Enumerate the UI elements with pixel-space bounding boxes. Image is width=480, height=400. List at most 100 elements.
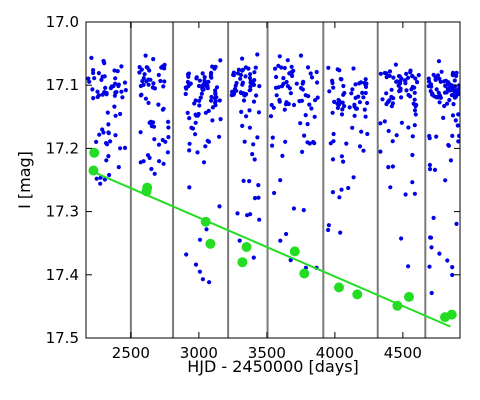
photometry-point [330, 157, 336, 162]
photometry-point [214, 85, 220, 90]
photometry-point [326, 227, 331, 233]
photometry-point [443, 83, 448, 88]
minimum-point [446, 309, 457, 320]
photometry-point [447, 97, 452, 103]
photometry-point [157, 159, 162, 164]
trend-line-group [89, 169, 451, 328]
photometry-point [378, 149, 383, 154]
photometry-point [143, 53, 148, 58]
photometry-point [243, 65, 248, 70]
photometry-point [408, 68, 413, 73]
minimum-point [404, 291, 414, 302]
y-tick-label: 17.5 [46, 329, 79, 347]
photometry-point [363, 77, 368, 82]
photometry-point [217, 98, 222, 103]
photometry-point [112, 68, 117, 73]
photometry-point [455, 123, 460, 128]
photometry-point [394, 133, 399, 138]
photometry-point [201, 87, 206, 92]
photometry-point [352, 113, 357, 118]
photometry-point [341, 83, 346, 89]
photometry-point [380, 97, 385, 102]
photometry-point [363, 114, 368, 119]
photometry-point [218, 117, 223, 122]
photometry-point [232, 86, 238, 92]
photometry-point [396, 83, 401, 88]
photometry-point [185, 72, 191, 77]
photometry-point [252, 157, 257, 162]
photometry-point [434, 87, 439, 92]
photometry-point [100, 74, 105, 79]
photometry-point [112, 104, 117, 109]
photometry-point [291, 206, 296, 211]
photometry-point [450, 133, 455, 138]
photometry-point [112, 93, 117, 98]
photometry-point [412, 191, 417, 196]
photometry-point [331, 139, 336, 144]
photometry-points [86, 52, 460, 296]
photometry-point [200, 277, 205, 282]
photometry-point [158, 78, 163, 84]
photometry-point [255, 135, 260, 140]
x-tick-label: 4500 [384, 344, 422, 362]
photometry-point [244, 114, 249, 119]
photometry-point [202, 75, 207, 80]
photometry-point [106, 122, 111, 127]
minimum-point [289, 246, 300, 257]
photometry-point [149, 166, 154, 172]
photometry-point [427, 167, 433, 172]
photometry-point [339, 187, 344, 192]
photometry-point [141, 82, 146, 87]
photometry-point [313, 98, 318, 103]
photometry-point [342, 104, 347, 109]
photometry-point [248, 212, 253, 217]
photometry-point [448, 158, 453, 163]
photometry-point [106, 154, 111, 159]
photometry-point [96, 71, 101, 76]
photometry-point [302, 133, 307, 138]
season-boundaries [129, 22, 427, 338]
photometry-point [307, 141, 312, 146]
photometry-point [453, 118, 458, 123]
photometry-point [107, 172, 112, 178]
photometry-point [339, 154, 344, 159]
photometry-point [403, 81, 408, 86]
photometry-point [361, 95, 366, 100]
photometry-point [312, 141, 317, 146]
x-tick-label: 3000 [180, 344, 218, 362]
photometry-point [118, 111, 123, 117]
photometry-point [428, 235, 433, 240]
photometry-point [116, 165, 121, 170]
photometry-point [437, 251, 442, 256]
photometry-point [198, 95, 203, 100]
photometry-point [152, 171, 157, 176]
photometry-point [444, 90, 449, 95]
photometry-point [95, 94, 100, 100]
photometry-point [247, 125, 252, 130]
photometry-point [270, 135, 275, 140]
photometry-point [247, 108, 252, 113]
photometry-point [213, 100, 218, 105]
photometry-point [353, 95, 358, 100]
photometry-point [341, 159, 346, 164]
photometry-point [382, 70, 387, 76]
photometry-point [163, 139, 168, 144]
photometry-point [387, 69, 393, 74]
photometry-point [122, 80, 128, 85]
photometry-point [457, 133, 460, 138]
photometry-point [361, 148, 366, 153]
photometry-point [95, 89, 100, 94]
photometry-point [305, 65, 311, 70]
photometry-point [406, 75, 411, 80]
photometry-point [330, 110, 335, 115]
photometry-point [436, 90, 441, 95]
photometry-point [357, 144, 363, 149]
photometry-point [410, 152, 415, 158]
minimum-point [88, 165, 99, 176]
photometry-point [94, 139, 99, 144]
photometry-point [138, 93, 143, 98]
photometry-point [278, 238, 283, 243]
photometry-point [276, 63, 281, 68]
photometry-point [454, 70, 459, 75]
photometry-point [242, 139, 247, 144]
